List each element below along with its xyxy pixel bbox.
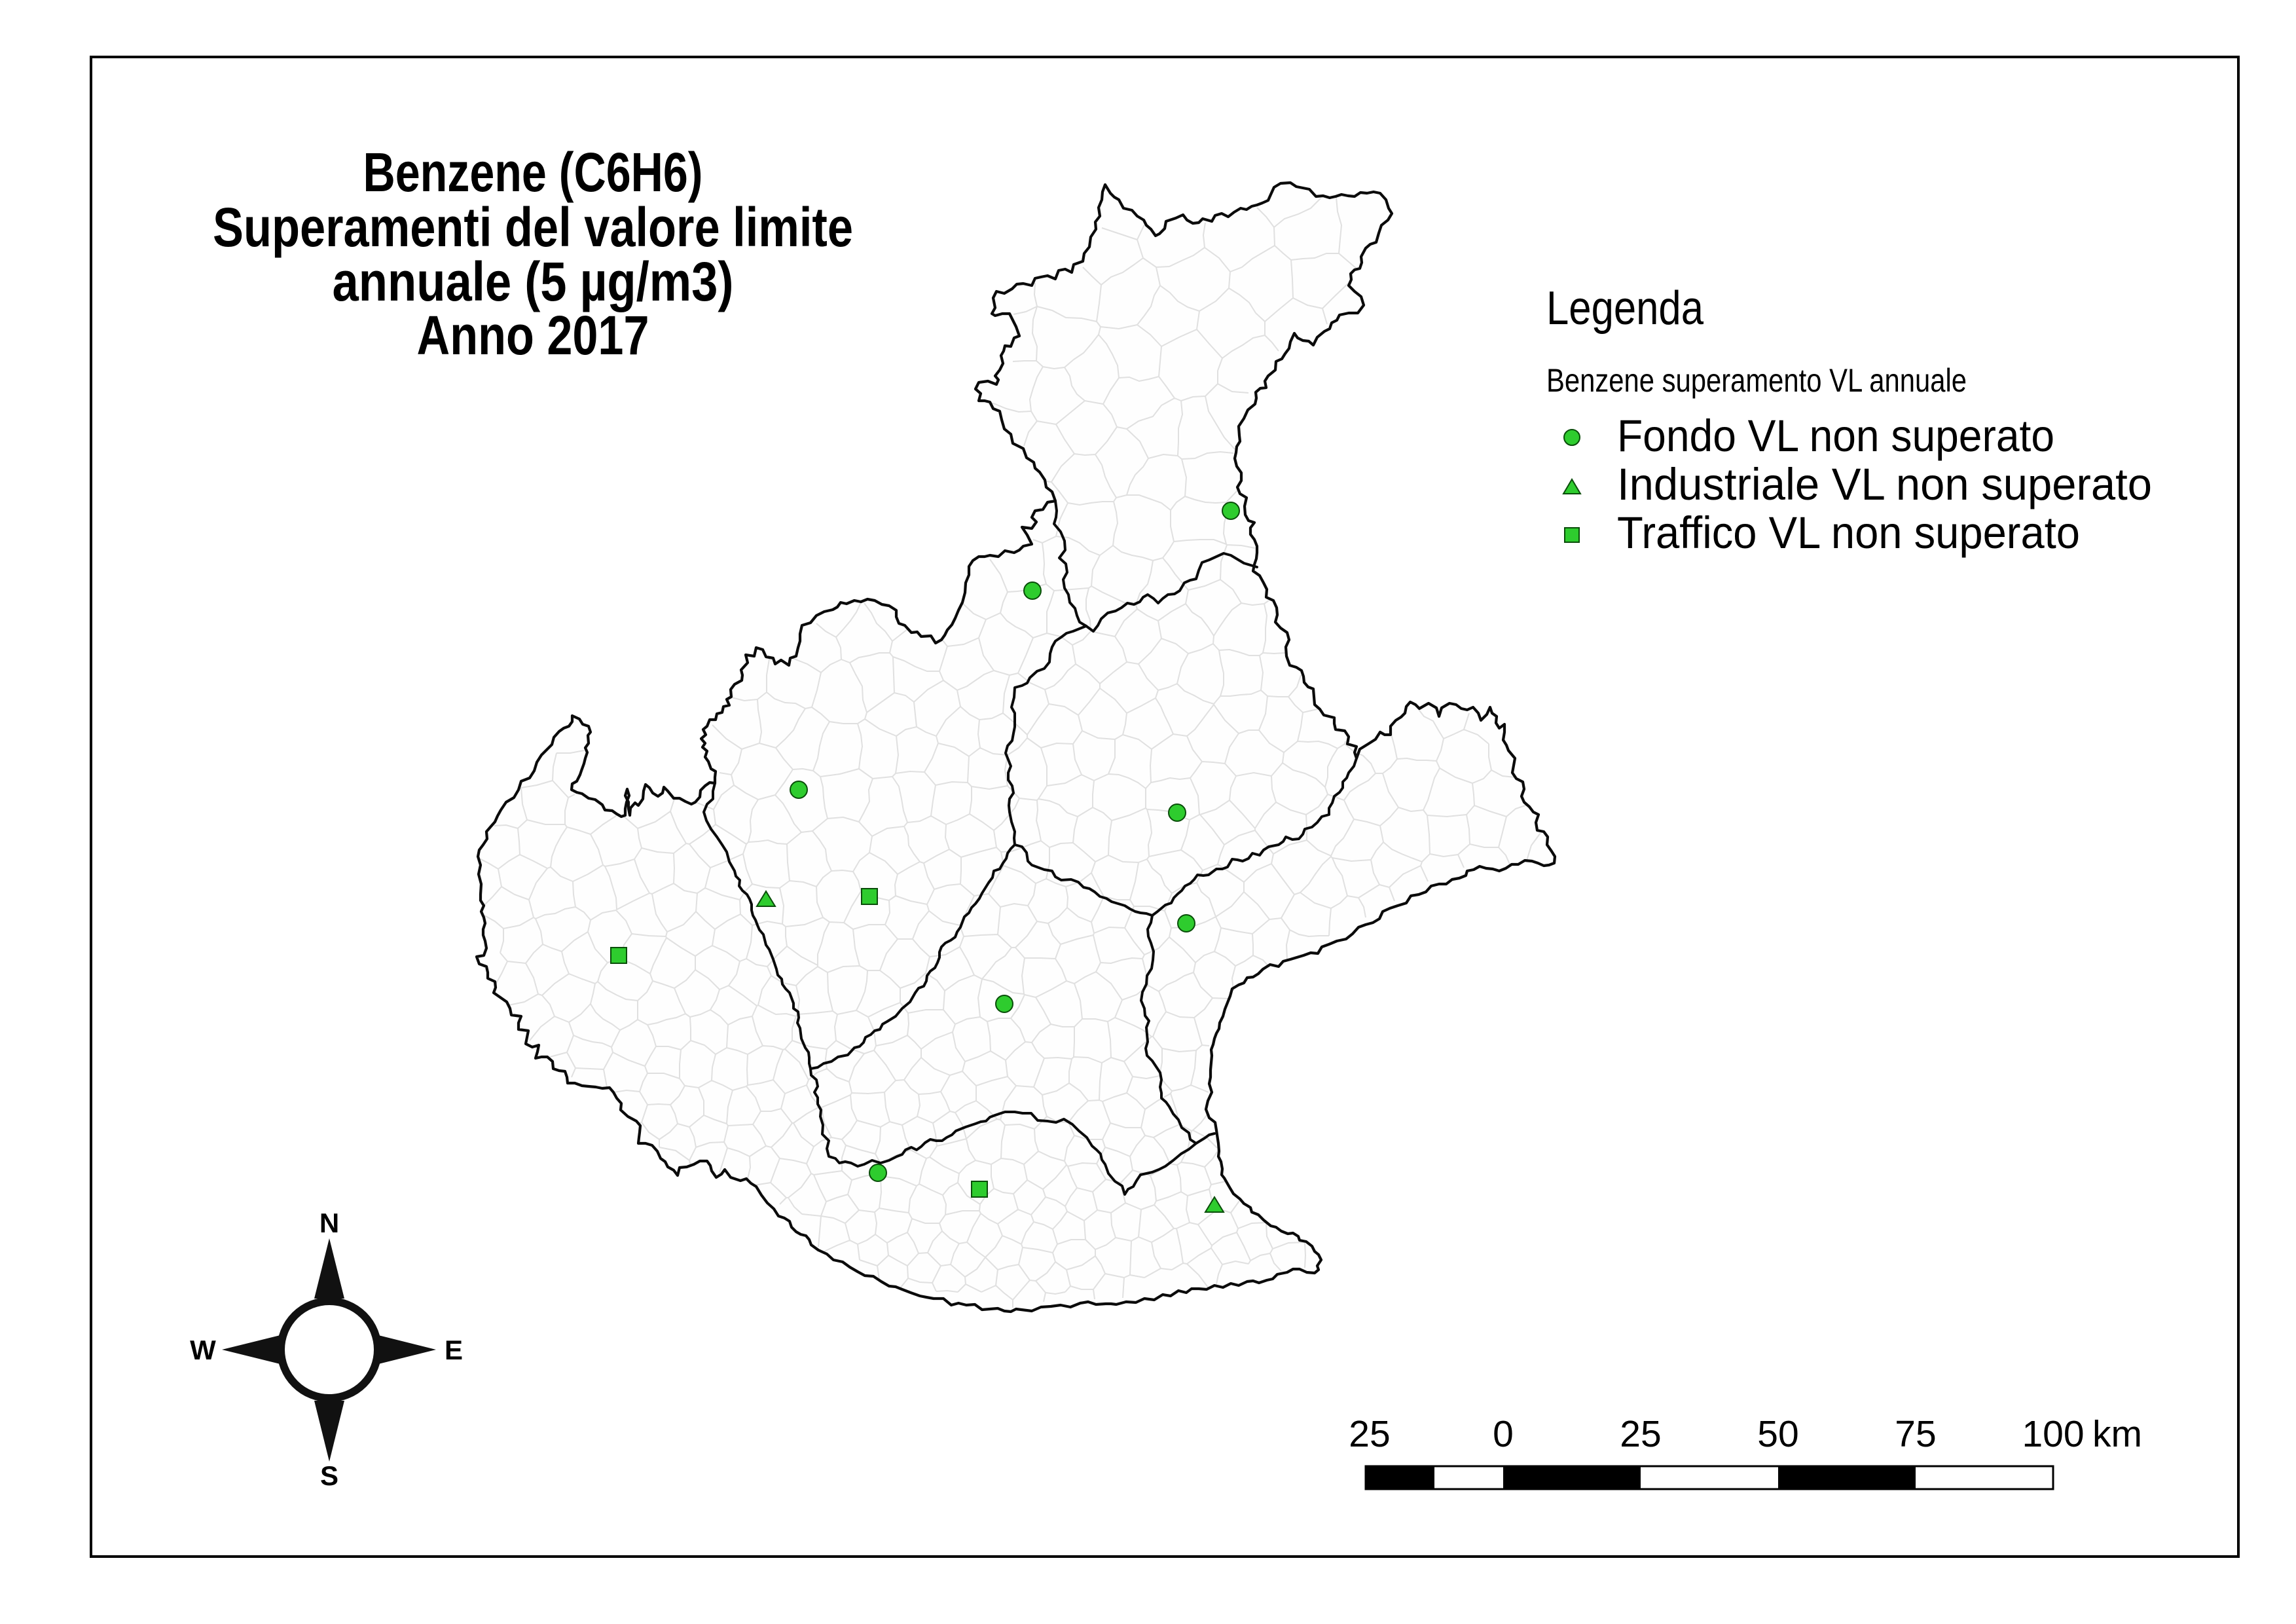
svg-text:Benzene superamento VL annuale: Benzene superamento VL annuale — [1546, 362, 1967, 399]
svg-text:100: 100 — [2022, 1413, 2084, 1455]
svg-text:0: 0 — [1493, 1413, 1514, 1455]
svg-text:N: N — [319, 1208, 339, 1238]
svg-text:S: S — [320, 1460, 338, 1491]
svg-text:Anno 2017: Anno 2017 — [417, 304, 649, 366]
svg-text:Superamenti del valore limite: Superamenti del valore limite — [213, 196, 853, 258]
svg-text:W: W — [190, 1335, 216, 1365]
svg-text:25: 25 — [1349, 1413, 1390, 1455]
svg-text:annuale (5 µg/m3): annuale (5 µg/m3) — [333, 251, 734, 312]
svg-text:Fondo VL non superato: Fondo VL non superato — [1617, 411, 2054, 461]
svg-text:E: E — [445, 1335, 463, 1365]
svg-text:km: km — [2092, 1413, 2142, 1455]
svg-text:Benzene (C6H6): Benzene (C6H6) — [363, 141, 703, 203]
svg-text:75: 75 — [1895, 1413, 1936, 1455]
svg-text:Traffico VL non superato: Traffico VL non superato — [1617, 507, 2080, 558]
svg-text:Legenda: Legenda — [1546, 282, 1704, 335]
svg-text:50: 50 — [1757, 1413, 1798, 1455]
svg-text:Industriale VL non superato: Industriale VL non superato — [1617, 459, 2152, 509]
svg-text:25: 25 — [1620, 1413, 1661, 1455]
